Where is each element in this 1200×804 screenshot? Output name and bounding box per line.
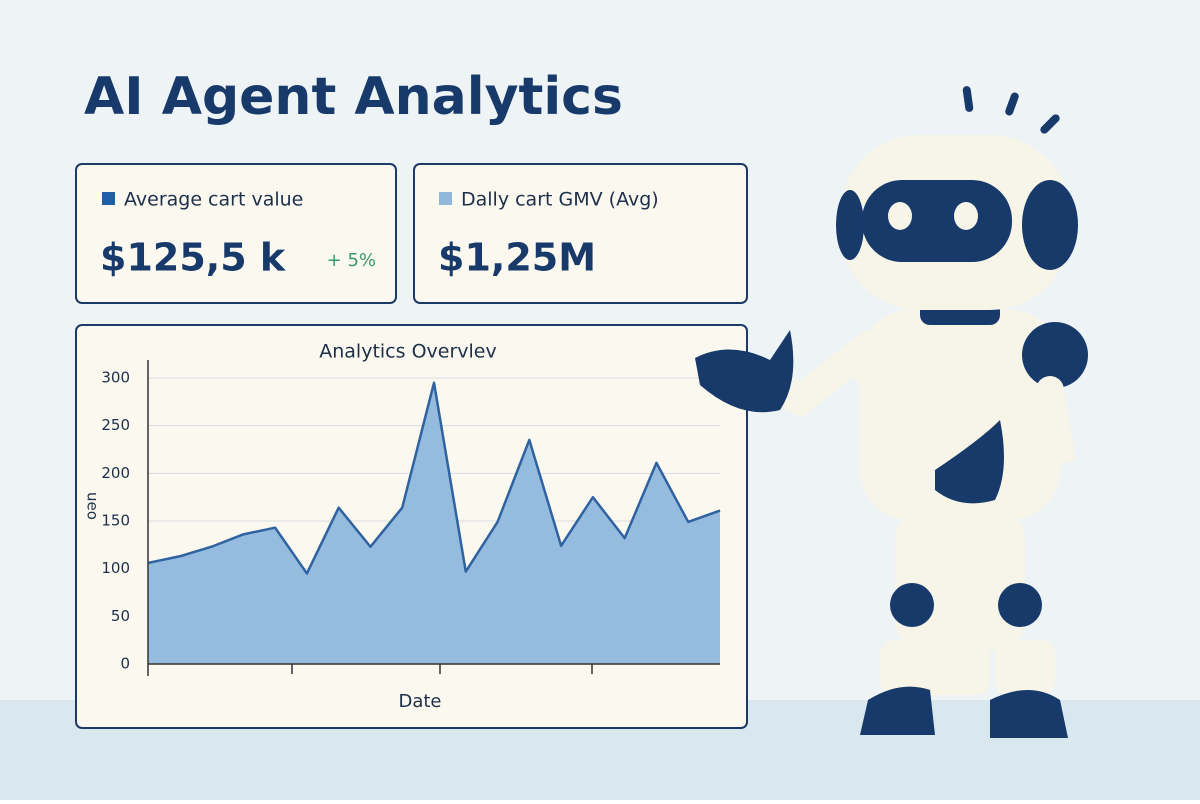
y-tick-label: 200 [101,464,130,482]
robot-leg [880,640,990,695]
y-tick-label: 150 [101,512,130,530]
y-tick-label: 300 [101,369,130,387]
robot-hand [935,420,1004,504]
y-tick-label: 50 [111,607,130,625]
robot-foot [860,686,935,735]
card-value: $1,25M [438,236,596,280]
x-axis-label: Date [398,691,441,712]
y-tick-label: 250 [101,416,130,434]
robot [695,86,1088,738]
robot-spark [1040,114,1060,134]
robot-shoulder [1022,322,1088,388]
plot: 0 50 100 150 200 250 300 [101,369,721,673]
legend-swatch [102,192,115,205]
area [148,382,720,664]
line [147,381,721,575]
robot-spark [962,86,974,112]
robot-ear [836,190,864,260]
card-label: Dally cart GMV (Avg) [461,189,659,211]
robot-spark [1005,92,1019,116]
robot-ear [1022,180,1078,270]
robot-arm [966,376,1076,489]
robot-hand [695,330,794,413]
robot-eye [888,202,912,230]
y-axis-label: ueo [84,492,102,520]
card [75,163,397,304]
card [413,163,748,304]
x-ticks [291,664,593,674]
y-tick-label: 100 [101,559,130,577]
robot-leg [995,640,1055,695]
card-change: + 5% [327,250,376,271]
y-tick-label: 0 [120,655,130,673]
robot-visor [862,180,1012,262]
chart-title: Analytics Overvlev [319,341,496,363]
robot-knee [998,583,1042,627]
robot-hips [895,510,1025,650]
card-label: Average cart value [124,189,303,211]
card-value: $125,5 k [100,236,286,280]
legend-swatch [439,192,452,205]
page-title: AI Agent Analytics [84,67,623,127]
robot-knee [890,583,934,627]
robot-eye [954,202,978,230]
robot-foot [990,690,1068,738]
